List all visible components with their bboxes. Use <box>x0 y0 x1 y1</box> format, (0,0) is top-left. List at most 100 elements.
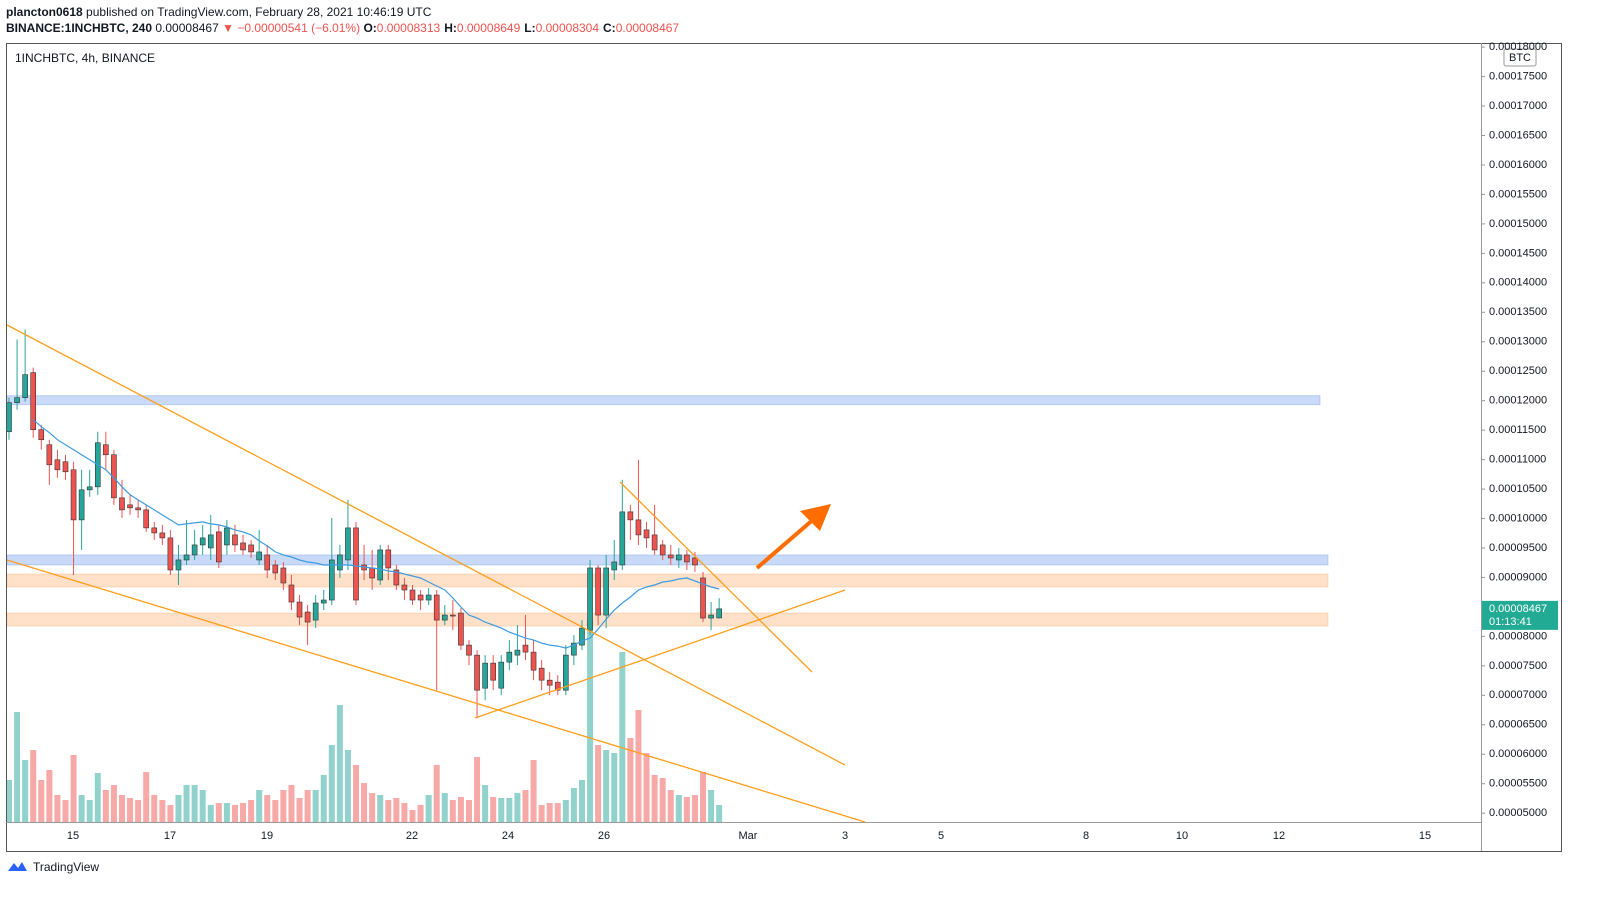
arrow-head <box>800 504 831 531</box>
candle-body <box>280 567 287 584</box>
volume-bar <box>288 785 295 822</box>
y-tick-label: 0.00010000 <box>1489 512 1547 524</box>
volume-bar <box>296 798 303 822</box>
trend-line <box>619 481 813 673</box>
candle-body <box>385 549 392 569</box>
volume-bar <box>46 770 53 822</box>
candle-body <box>127 504 133 509</box>
volume-bar <box>587 620 594 822</box>
candle-body <box>86 486 93 491</box>
volume-bar <box>667 790 674 822</box>
candle-body <box>216 531 222 563</box>
volume-bar <box>248 800 255 822</box>
volume-bar <box>409 810 416 822</box>
x-tick-label: 19 <box>261 830 273 842</box>
volume-bar <box>659 778 666 822</box>
volume-bar <box>474 757 481 822</box>
x-tick-label: 17 <box>164 830 176 842</box>
volume-bar <box>465 800 472 822</box>
candle-body <box>62 461 69 473</box>
candle-body <box>167 537 174 571</box>
volume-bar <box>417 805 424 822</box>
candle-body <box>603 567 609 616</box>
x-tick-label: 24 <box>502 830 514 842</box>
volume-bar <box>651 775 658 822</box>
volume-bar <box>627 738 634 822</box>
volume-bar <box>191 785 198 822</box>
candle-body <box>232 534 238 546</box>
ohlc: O:0.00008313 H:0.00008649 L:0.00008304 C:0.… <box>363 21 683 35</box>
candle-body <box>54 459 61 471</box>
y-tick-label: 0.00006500 <box>1489 719 1547 731</box>
x-tick-label: Mar <box>739 830 758 842</box>
ohlc-key: H: <box>444 21 457 35</box>
candle-body <box>538 667 545 681</box>
volume-bar <box>691 795 698 822</box>
volume-bar <box>570 788 577 822</box>
currency: BTC <box>1509 52 1531 64</box>
volume-bar <box>425 795 432 822</box>
symbol-label: 1INCHBTC, 4h, BINANCE <box>15 51 155 65</box>
candle-body <box>191 544 198 556</box>
volume-bar <box>336 705 343 822</box>
volume-bar <box>595 745 602 822</box>
y-tick-label: 0.00017500 <box>1489 70 1547 82</box>
volume-bar <box>223 803 230 822</box>
candle-body <box>78 489 85 521</box>
candle-body <box>611 561 618 571</box>
y-tick-label: 0.00005500 <box>1489 778 1547 790</box>
x-tick-label: 3 <box>842 830 848 842</box>
y-tick-label: 0.00006000 <box>1489 748 1547 760</box>
volume-bar <box>70 755 77 822</box>
volume-bar <box>264 795 271 822</box>
volume-bar <box>643 753 650 822</box>
volume-bar <box>578 780 585 822</box>
volume-bar <box>231 805 238 822</box>
candle-body <box>264 554 271 571</box>
volume-bar <box>562 800 569 822</box>
candle-body <box>224 527 230 546</box>
candle-body <box>288 584 295 603</box>
candle-body <box>199 537 206 546</box>
volume-bar <box>498 798 505 822</box>
candle-body <box>119 497 125 511</box>
y-tick-label: 0.00010500 <box>1489 483 1547 495</box>
ohlc-value: 0.00008304 <box>535 21 600 35</box>
x-tick-label: 26 <box>598 830 610 842</box>
candle-body <box>14 397 20 403</box>
volume-bar <box>361 783 368 822</box>
logo <box>8 862 27 871</box>
candle-body <box>353 527 359 601</box>
volume-bar <box>151 795 158 822</box>
volume-bar <box>143 772 150 822</box>
frame <box>6 43 1562 852</box>
volume-bar <box>78 795 85 822</box>
last-price: 0.00008467 <box>1489 603 1547 615</box>
volume-bar <box>14 712 21 822</box>
volume-bar <box>385 800 392 822</box>
volume-bar <box>506 798 513 822</box>
volume-bar <box>118 795 125 822</box>
volume-bar <box>490 797 497 822</box>
volume-bar <box>183 785 190 822</box>
candle-body <box>579 627 585 646</box>
y-tick-label: 0.00008000 <box>1489 630 1547 642</box>
candle-body <box>103 444 109 456</box>
volume-bar <box>344 750 351 822</box>
volume-bar <box>22 760 29 822</box>
candle-body <box>159 532 166 539</box>
candle-body <box>482 662 488 689</box>
volume-bar <box>554 803 561 822</box>
y-tick-label: 0.00013000 <box>1489 336 1547 348</box>
symbol: BINANCE:1INCHBTC, 240 <box>6 21 153 35</box>
volume-bar <box>304 790 311 822</box>
candle-body <box>337 554 343 571</box>
candle-body <box>248 544 254 553</box>
volume-bar <box>215 803 222 822</box>
x-tick-label: 12 <box>1273 830 1285 842</box>
candle-body <box>546 679 553 686</box>
volume-bar <box>159 800 166 822</box>
volume-bar <box>30 750 37 822</box>
quote-line: BINANCE:1INCHBTC, 240 0.00008467 ▼ −0.00… <box>6 20 683 36</box>
